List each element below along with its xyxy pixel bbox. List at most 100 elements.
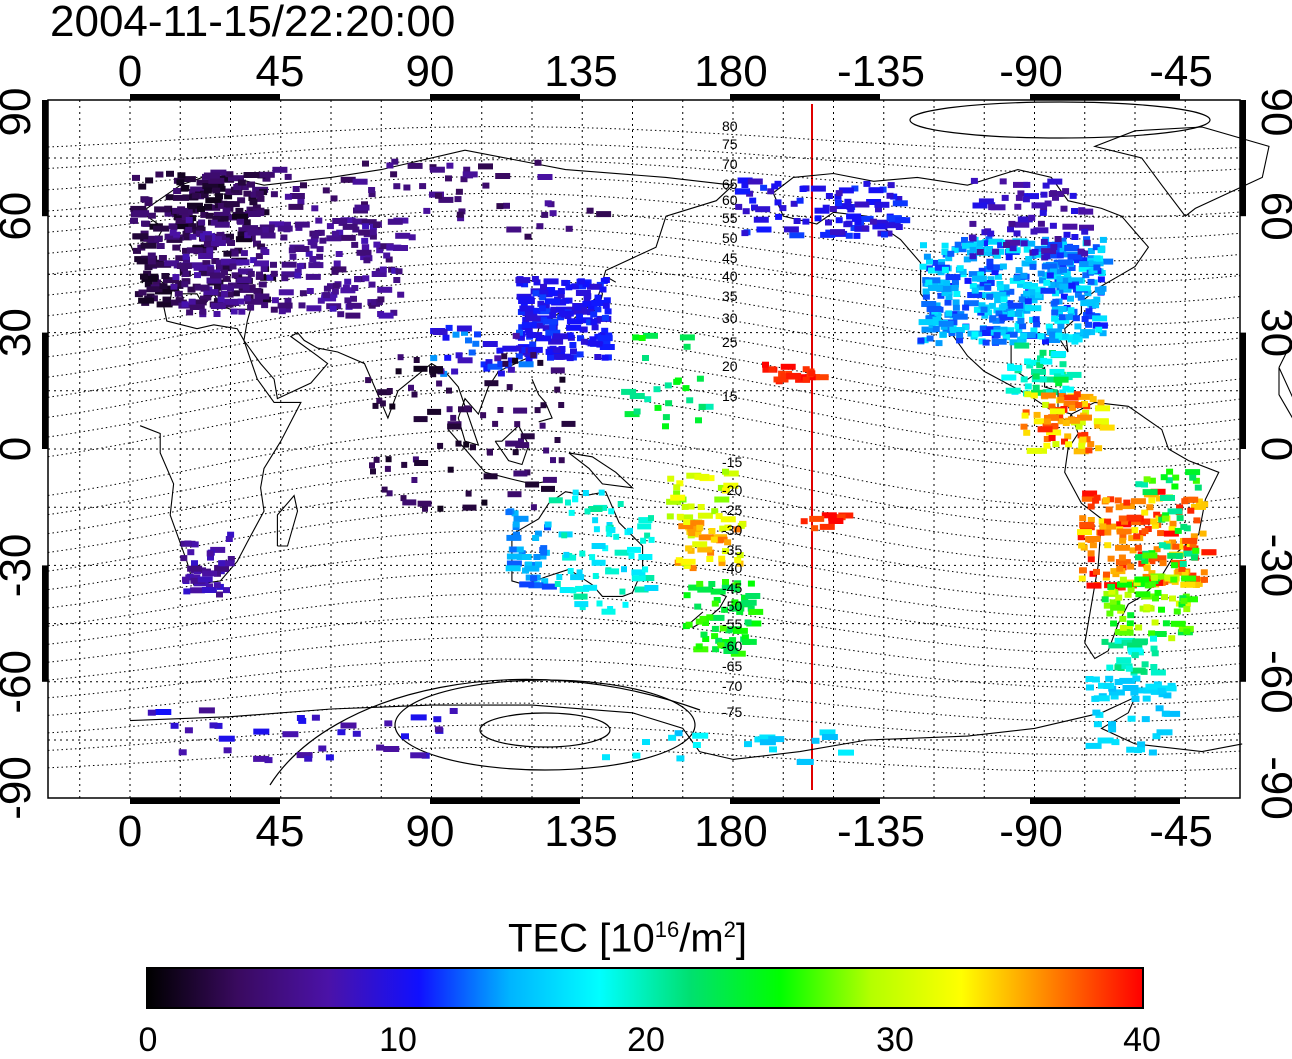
tec-point	[258, 171, 275, 178]
tec-point	[248, 195, 257, 201]
tec-point	[253, 240, 261, 247]
lon-tick-top: 135	[544, 47, 617, 96]
tec-point	[164, 260, 180, 267]
contour-label-north: 80	[722, 118, 738, 134]
tec-point	[1017, 336, 1025, 343]
tec-point	[745, 593, 761, 599]
lat-tick-left: 0	[0, 437, 40, 461]
tec-point	[1145, 683, 1162, 690]
contour-label-south: -65	[722, 658, 742, 674]
tec-point	[675, 557, 683, 564]
tec-point	[881, 231, 888, 238]
tec-point	[1192, 582, 1200, 588]
tec-point	[361, 219, 377, 226]
tec-point	[997, 248, 1004, 255]
tec-point	[178, 749, 187, 756]
tec-point	[1134, 576, 1150, 583]
tec-point	[1021, 260, 1037, 267]
tec-point	[702, 620, 709, 626]
tec-point	[501, 353, 508, 360]
tec-point	[1150, 645, 1158, 652]
tec-point	[532, 535, 540, 541]
tec-point	[999, 288, 1015, 295]
tec-point	[1135, 591, 1151, 598]
tec-data-points	[130, 158, 1217, 765]
tec-point	[1030, 359, 1038, 366]
tec-point	[945, 294, 953, 300]
tec-point	[147, 212, 156, 219]
tec-point	[186, 573, 194, 580]
tec-point	[1190, 554, 1198, 561]
tec-point	[1130, 498, 1146, 505]
tec-point	[962, 324, 969, 331]
tec-point	[976, 240, 984, 247]
tec-point	[472, 340, 480, 347]
tec-point	[708, 528, 716, 534]
tec-point	[1007, 327, 1015, 334]
tec-point	[554, 386, 561, 393]
tec-point	[570, 574, 585, 581]
tec-point	[577, 335, 584, 342]
tec-point	[926, 306, 942, 312]
tec-point	[582, 281, 590, 288]
lat-tick-left: 30	[0, 308, 40, 357]
tec-point	[213, 311, 221, 317]
tec-point	[814, 207, 830, 214]
tec-point	[217, 296, 225, 303]
tec-point	[1148, 477, 1156, 484]
tec-point	[1079, 436, 1087, 443]
tec-point	[419, 183, 427, 190]
lat-tick-left: -60	[0, 650, 40, 714]
tec-point	[216, 231, 225, 238]
tec-point	[753, 216, 769, 223]
tec-point	[589, 554, 596, 561]
tec-point	[1051, 351, 1067, 357]
tec-point	[1039, 349, 1047, 356]
tec-point	[1026, 305, 1042, 312]
tec-point	[1080, 300, 1096, 307]
tec-point	[284, 193, 292, 200]
tec-point	[1167, 552, 1183, 559]
tec-point	[435, 192, 442, 199]
tec-point	[895, 217, 911, 224]
tec-point	[1092, 709, 1101, 716]
tec-point	[997, 284, 1004, 291]
tec-point	[1081, 400, 1088, 407]
tec-point	[164, 233, 180, 240]
tec-point	[851, 185, 859, 192]
tec-point	[1072, 334, 1080, 340]
tec-point	[1083, 329, 1091, 336]
tec-point	[624, 411, 640, 418]
tec-point	[1005, 239, 1021, 246]
tec-point	[386, 162, 394, 169]
tec-point	[308, 262, 324, 269]
tec-point	[699, 615, 707, 622]
lat-tick-right: 30	[1252, 308, 1292, 357]
tec-point	[266, 274, 274, 281]
tec-point	[1108, 642, 1124, 649]
tec-point	[1024, 391, 1032, 398]
tec-point	[188, 223, 197, 230]
tec-point	[211, 258, 220, 264]
colorbar-title-exponent: 16	[654, 917, 680, 942]
tec-point	[390, 171, 398, 178]
tec-point	[1045, 337, 1061, 343]
tec-point	[802, 376, 810, 383]
tec-point	[989, 315, 997, 322]
tec-point	[800, 185, 808, 192]
tec-point	[1132, 639, 1148, 646]
tec-point	[808, 370, 816, 377]
tec-point	[305, 273, 321, 280]
tec-point	[1150, 669, 1166, 676]
tec-point	[797, 758, 814, 765]
tec-point	[594, 294, 602, 301]
tec-point	[1155, 495, 1163, 502]
tec-point	[969, 253, 977, 260]
tec-point	[545, 329, 561, 336]
tec-point	[1119, 677, 1136, 684]
tec-point	[948, 330, 956, 337]
tec-point	[253, 755, 270, 762]
tec-point	[331, 288, 339, 295]
tec-point	[227, 240, 235, 246]
tec-point	[187, 565, 203, 572]
